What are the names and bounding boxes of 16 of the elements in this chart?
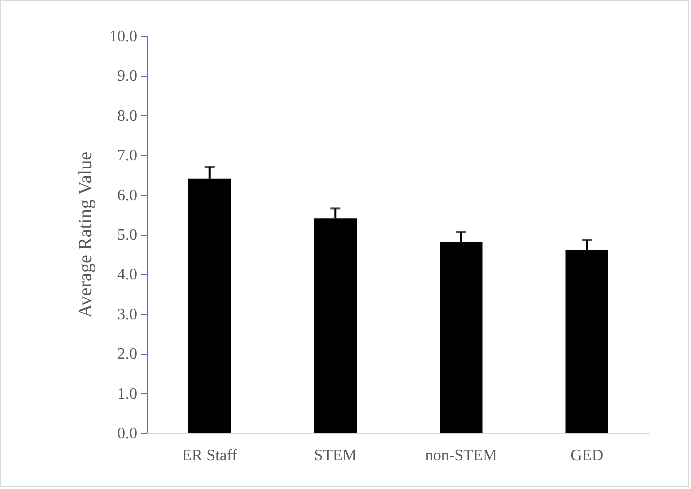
y-tick-label: 10.0 bbox=[110, 28, 138, 46]
y-tick-label: 5.0 bbox=[118, 227, 138, 244]
y-tick-label: 2.0 bbox=[118, 346, 138, 364]
y-tick-label: 7.0 bbox=[118, 148, 138, 165]
x-tick-label: non-STEM bbox=[425, 448, 498, 464]
y-tick-label: 3.0 bbox=[118, 306, 138, 324]
x-tick-label: GED bbox=[570, 448, 604, 464]
x-tick-label: STEM bbox=[314, 448, 357, 464]
y-tick-label: 8.0 bbox=[118, 108, 138, 125]
y-axis-title: Average Rating Value bbox=[76, 152, 96, 318]
y-tick-label: 9.0 bbox=[118, 68, 138, 86]
x-tick-label: ER Staff bbox=[182, 448, 238, 464]
y-tick-label: 4.0 bbox=[118, 266, 138, 284]
y-tick-label: 1.0 bbox=[118, 386, 138, 403]
y-tick-label: 0.0 bbox=[118, 426, 138, 442]
y-tick-label: 6.0 bbox=[118, 187, 138, 204]
